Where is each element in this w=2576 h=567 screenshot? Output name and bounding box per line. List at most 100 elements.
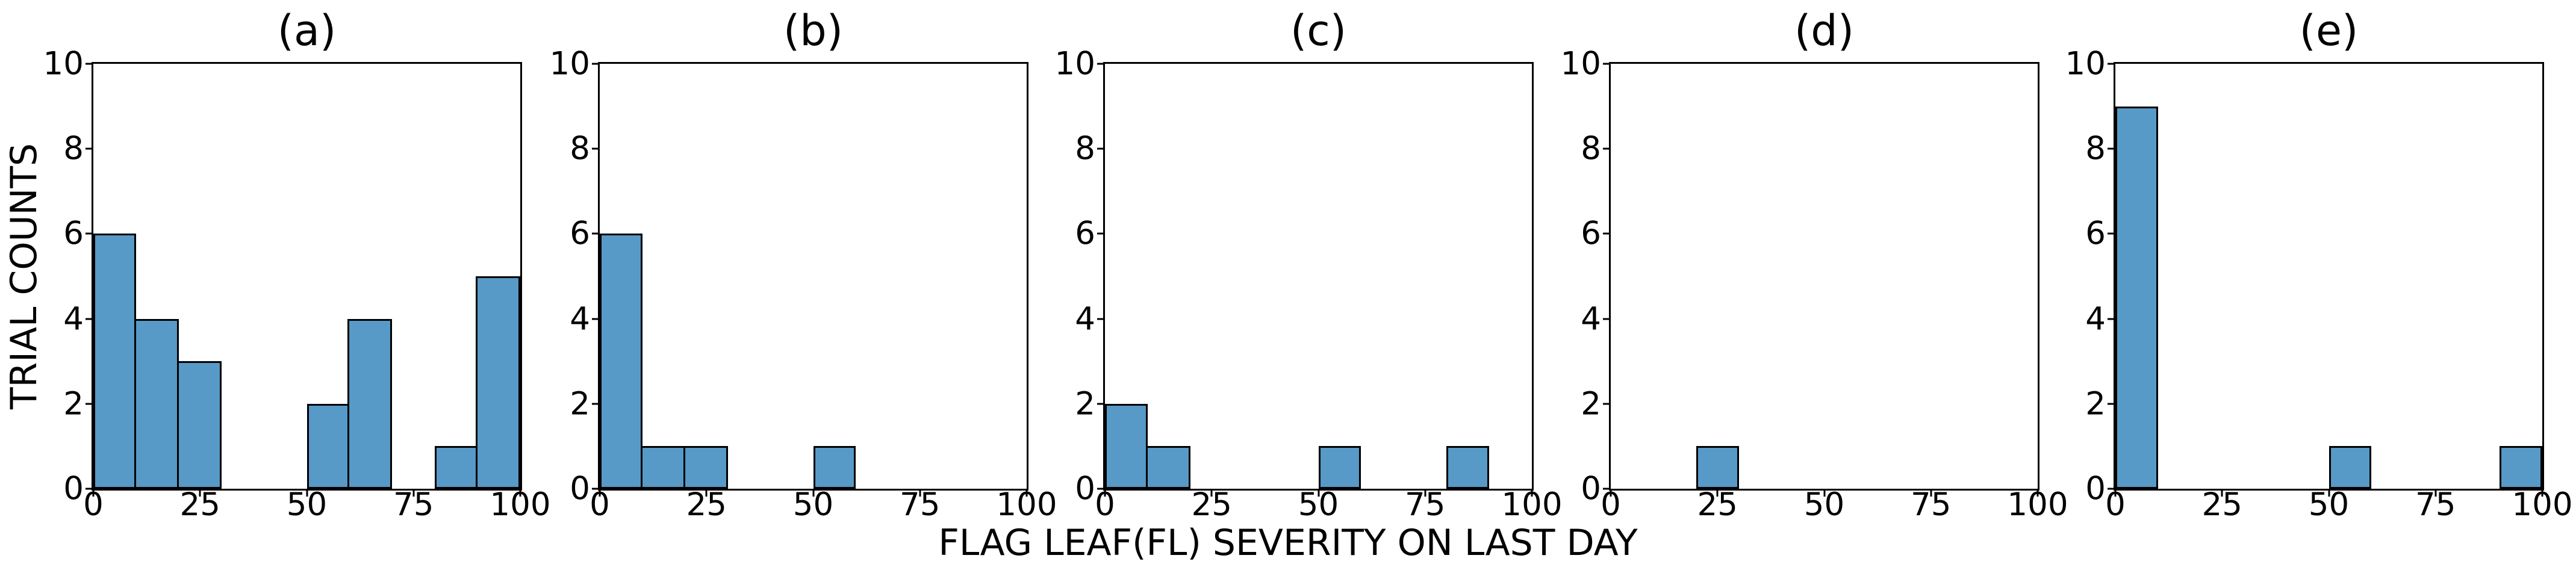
x-tick-mark [1531, 491, 1533, 497]
subplot-e: (e) 0 2 4 6 8 10 0 25 50 75 100 [2065, 0, 2573, 567]
y-tick-label: 2 [570, 385, 590, 423]
y-tick-mark [1603, 318, 1609, 320]
subplot-b-title: (b) [783, 6, 844, 55]
x-tick-mark [1823, 491, 1825, 497]
x-tick-mark [2328, 491, 2330, 497]
x-tick-label: 25 [1191, 486, 1232, 523]
x-tick-mark [599, 491, 601, 497]
x-tick-label: 50 [2308, 486, 2350, 523]
histogram-bar [2500, 446, 2542, 489]
histogram-bar [1318, 446, 1361, 489]
histogram-bar [1105, 403, 1148, 489]
y-tick-mark [1097, 147, 1103, 150]
subplot-a: (a) 0 2 4 6 8 10 0 25 50 75 100 [43, 0, 551, 567]
x-tick-label: 50 [286, 486, 328, 523]
y-tick-label: 4 [2085, 300, 2106, 338]
x-tick-mark [1210, 491, 1213, 497]
y-tick-label: 4 [1581, 300, 1601, 338]
y-tick-mark [2108, 232, 2114, 235]
y-tick-mark [2108, 318, 2114, 320]
y-tick-label: 0 [1581, 470, 1601, 507]
y-tick-label: 6 [1581, 215, 1601, 252]
x-tick-label: 25 [179, 486, 220, 523]
y-tick-mark [2108, 63, 2114, 65]
histogram-bar [600, 234, 642, 489]
y-tick-label: 8 [63, 130, 84, 167]
y-tick-mark [86, 318, 92, 320]
y-tick-label: 8 [2085, 130, 2106, 167]
y-tick-mark [2108, 403, 2114, 405]
y-tick-label: 4 [1075, 300, 1095, 338]
x-tick-mark [1025, 491, 1028, 497]
x-axis-label: FLAG LEAF(FL) SEVERITY ON LAST DAY [938, 522, 1638, 564]
x-tick-label: 100 [490, 486, 551, 523]
y-tick-label: 4 [570, 300, 590, 338]
x-tick-mark [812, 491, 814, 497]
y-tick-mark [592, 147, 598, 150]
x-tick-mark [2114, 491, 2117, 497]
histogram-bar [134, 318, 179, 489]
histogram-bar [476, 276, 520, 489]
y-tick-label: 10 [1054, 45, 1095, 82]
x-tick-label: 0 [2105, 486, 2126, 523]
subplot-c-plot-area: 0 2 4 6 8 10 0 25 50 75 100 [1055, 48, 1563, 521]
histogram-bar [306, 403, 350, 489]
x-tick-label: 50 [1803, 486, 1845, 523]
y-tick-label: 2 [63, 385, 84, 423]
y-tick-mark [592, 318, 598, 320]
y-tick-label: 4 [63, 300, 84, 338]
x-tick-label: 75 [1405, 486, 1446, 523]
x-tick-mark [519, 491, 521, 497]
histogram-bar [347, 318, 393, 489]
y-tick-label: 10 [43, 45, 84, 82]
histogram-bar [176, 361, 222, 489]
y-tick-label: 8 [1075, 130, 1095, 167]
histogram-bar [1446, 446, 1490, 489]
x-tick-mark [2434, 491, 2437, 497]
y-tick-mark [86, 403, 92, 405]
x-tick-label: 0 [83, 486, 104, 523]
y-tick-mark [1603, 488, 1609, 490]
x-tick-mark [199, 491, 201, 497]
histogram-bar [435, 446, 478, 489]
x-tick-mark [2541, 491, 2543, 497]
histogram-bar [813, 446, 856, 489]
y-tick-label: 6 [2085, 215, 2106, 252]
x-tick-label: 50 [792, 486, 834, 523]
y-tick-label: 10 [2065, 45, 2106, 82]
y-tick-mark [1097, 63, 1103, 65]
y-tick-label: 6 [1075, 215, 1095, 252]
x-tick-mark [919, 491, 921, 497]
x-tick-mark [1930, 491, 1932, 497]
x-tick-mark [306, 491, 308, 497]
histogram-bar [2115, 106, 2158, 489]
y-tick-mark [1603, 232, 1609, 235]
x-tick-label: 25 [2201, 486, 2242, 523]
y-tick-mark [86, 488, 92, 490]
subplot-b: (b) 0 2 4 6 8 10 0 25 50 75 100 [550, 0, 1057, 567]
x-tick-label: 0 [1095, 486, 1115, 523]
y-tick-mark [2108, 488, 2114, 490]
x-tick-mark [2036, 491, 2039, 497]
x-tick-label: 25 [1697, 486, 1738, 523]
x-tick-mark [1318, 491, 1319, 497]
y-tick-label: 0 [63, 470, 84, 507]
y-tick-mark [1097, 232, 1103, 235]
subplot-d-plot-area: 0 2 4 6 8 10 0 25 50 75 100 [1561, 48, 2068, 521]
x-tick-mark [1104, 491, 1106, 497]
x-tick-label: 75 [2415, 486, 2456, 523]
x-tick-label: 0 [1601, 486, 1621, 523]
subplot-d-title: (d) [1794, 6, 1855, 55]
x-tick-mark [705, 491, 708, 497]
y-tick-label: 0 [2085, 470, 2106, 507]
x-tick-mark [92, 491, 95, 497]
x-tick-label: 0 [590, 486, 610, 523]
y-tick-label: 2 [1075, 385, 1095, 423]
y-tick-mark [1097, 488, 1103, 490]
y-tick-label: 0 [570, 470, 590, 507]
y-tick-mark [1097, 318, 1103, 320]
subplot-e-title: (e) [2299, 6, 2359, 55]
x-tick-label: 75 [393, 486, 434, 523]
y-tick-mark [86, 232, 92, 235]
subplot-b-plot-area: 0 2 4 6 8 10 0 25 50 75 100 [550, 48, 1057, 521]
